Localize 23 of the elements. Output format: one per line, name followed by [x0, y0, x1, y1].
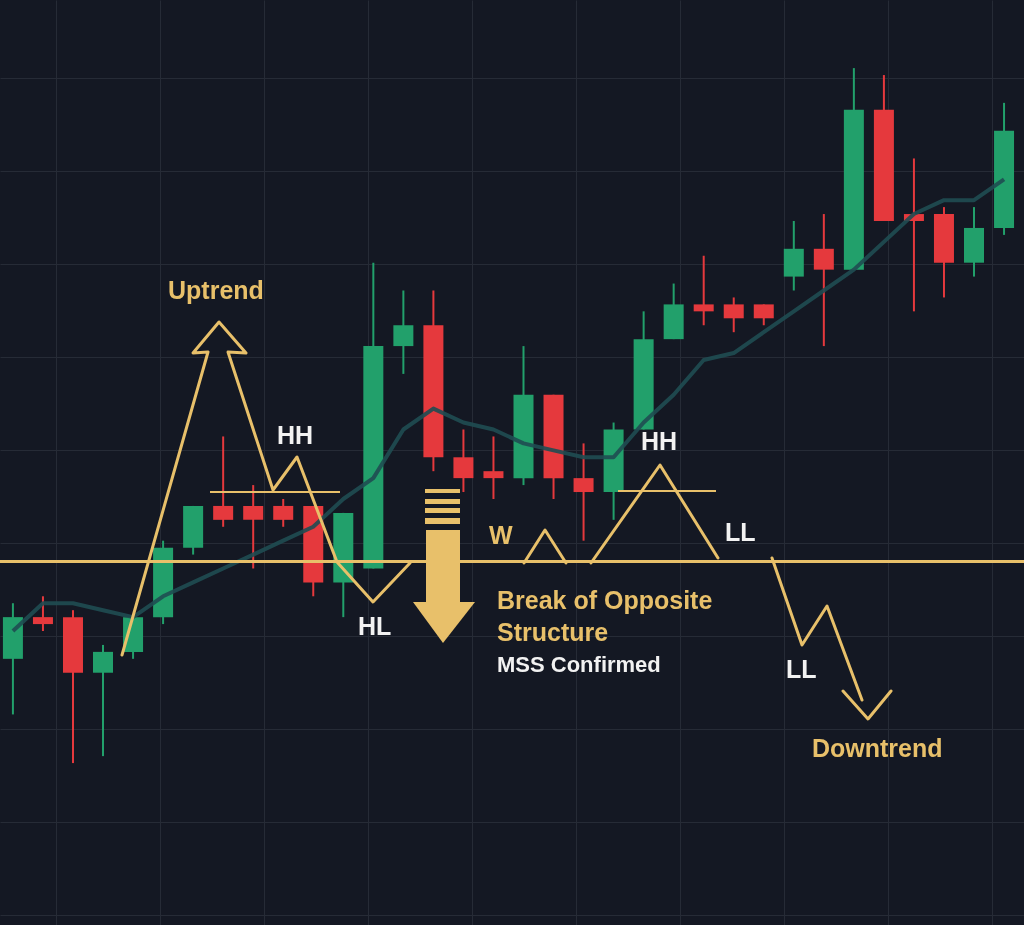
annotation: Uptrend — [168, 276, 264, 305]
candlestick — [693, 254, 714, 327]
annotation: HH — [277, 421, 314, 450]
candlestick — [453, 428, 474, 494]
candlestick — [483, 435, 504, 500]
annotation: LL — [786, 655, 817, 684]
candlestick — [213, 435, 234, 528]
candlestick — [93, 643, 114, 758]
annotation: HL — [358, 612, 392, 641]
annotation: HH — [641, 427, 678, 456]
candlestick — [32, 595, 53, 633]
annotation: W — [489, 521, 513, 550]
candlestick — [273, 497, 294, 528]
annotation: Downtrend — [812, 734, 943, 763]
candlestick — [723, 296, 744, 334]
candlestick — [243, 484, 264, 570]
candlestick — [813, 213, 834, 348]
candlestick — [753, 303, 774, 327]
candlestick — [393, 289, 414, 375]
annotation: MSS Confirmed — [497, 652, 661, 678]
annotation: LL — [725, 518, 756, 547]
annotation: Break of Opposite Structure — [497, 585, 714, 648]
candlestick — [573, 442, 594, 542]
